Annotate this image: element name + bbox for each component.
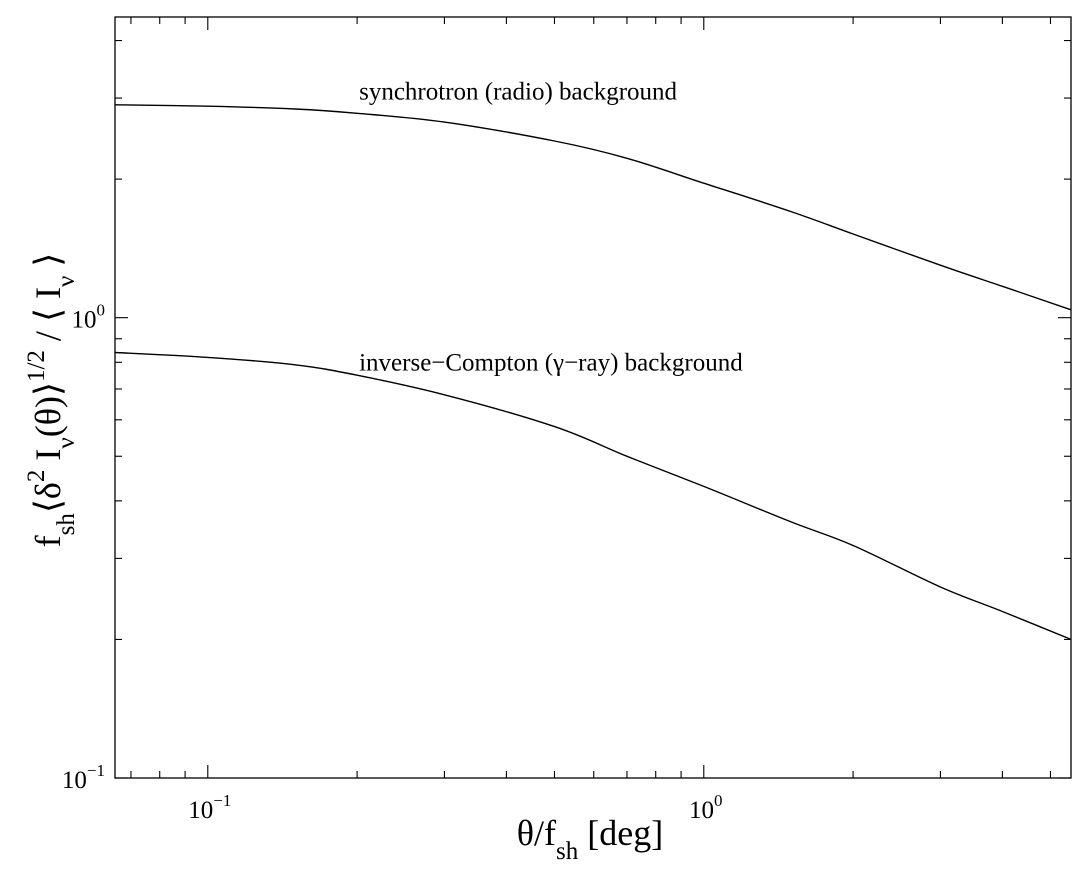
series-layer [114, 104, 1072, 641]
x-axis-label-after: [deg] [578, 813, 663, 853]
x-tick-label: 100 [689, 791, 723, 824]
tick-labels: 10−1 100 10−1 100 [62, 301, 723, 824]
y-axis-label-part: 1/2 [23, 350, 50, 382]
y-axis-label-part: ν [53, 276, 80, 287]
y-axis-label-part: ν [53, 437, 80, 448]
y-axis-label: fsh⟨δ2 Iν(θ)⟩1/2 / ⟨ Iν ⟩ [23, 253, 80, 548]
x-tick-label: 10−1 [188, 791, 231, 824]
x-axis-label-main: θ/f [517, 813, 556, 853]
minor-ticks [115, 17, 1071, 778]
y-axis-label-part: f [28, 535, 68, 547]
y-axis-label-part: I [28, 449, 68, 470]
y-axis-label-part: sh [53, 513, 80, 536]
annotation-layer: synchrotron (radio) background inverse−Co… [359, 79, 743, 377]
x-axis-label-sub: sh [556, 838, 579, 865]
y-axis-label-part: / ⟨ I [28, 287, 68, 350]
annotation-synchrotron: synchrotron (radio) background [359, 79, 677, 106]
x-axis-label: θ/fsh [deg] [517, 813, 663, 865]
major-ticks [115, 17, 1071, 779]
series-synchrotron-line [114, 104, 1072, 311]
y-axis-label-part: ⟨δ [28, 482, 68, 513]
y-axis-label-part: ⟩ [28, 253, 68, 276]
series-inverse-compton-line [114, 351, 1072, 641]
y-tick-label: 100 [72, 301, 106, 334]
y-axis-label-part: 2 [23, 470, 50, 483]
y-axis-label-part: (θ)⟩ [28, 382, 68, 437]
plot-frame [114, 16, 1072, 779]
y-tick-label: 10−1 [62, 761, 105, 794]
annotation-inverse-compton: inverse−Compton (γ−ray) background [359, 349, 743, 376]
